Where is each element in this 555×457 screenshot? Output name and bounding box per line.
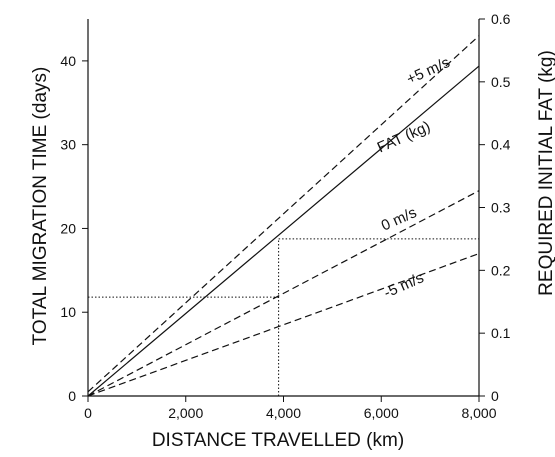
x-axis-ticks: 0 2,000 4,000 6,000 8,000 bbox=[84, 396, 497, 421]
x-tick-label: 0 bbox=[84, 405, 92, 421]
annotations: +5 m/s FAT (kg) 0 m/s -5 m/s bbox=[375, 54, 453, 302]
line-annotation: FAT (kg) bbox=[375, 118, 433, 156]
y2-axis-title: REQUIRED INITIAL FAT (kg) bbox=[536, 50, 555, 296]
series-line-fat-kg bbox=[87, 65, 480, 397]
series-line-5-m-s bbox=[87, 35, 480, 393]
y-tick-label: 20 bbox=[60, 220, 76, 236]
x-tick-label: 2,000 bbox=[168, 405, 203, 421]
y-tick-label: 30 bbox=[60, 137, 76, 153]
line-annotation: +5 m/s bbox=[404, 54, 452, 88]
y2-tick-label: 0.2 bbox=[491, 262, 511, 278]
x-axis-title: DISTANCE TRAVELLED (km) bbox=[152, 430, 404, 451]
y2-tick-label: 0.3 bbox=[491, 200, 511, 216]
y-axis-ticks: 0 10 20 30 40 bbox=[60, 53, 88, 404]
line-annotation: -5 m/s bbox=[381, 269, 426, 301]
x-tick-label: 4,000 bbox=[266, 405, 301, 421]
series-line-0-m-s bbox=[87, 190, 480, 397]
y-tick-label: 0 bbox=[68, 388, 76, 404]
y-tick-label: 10 bbox=[60, 304, 76, 320]
y2-tick-label: 0 bbox=[491, 388, 499, 404]
y-tick-label: 40 bbox=[60, 53, 76, 69]
line-annotation: 0 m/s bbox=[379, 204, 419, 234]
series-lines bbox=[87, 35, 480, 397]
y2-tick-label: 0.5 bbox=[491, 74, 511, 90]
x-tick-label: 6,000 bbox=[364, 405, 399, 421]
y2-tick-label: 0.4 bbox=[491, 137, 511, 153]
series-line-5-m-s bbox=[87, 253, 480, 397]
y-axis-title: TOTAL MIGRATION TIME (days) bbox=[30, 67, 51, 346]
y2-tick-label: 0.6 bbox=[491, 11, 511, 27]
y2-tick-label: 0.1 bbox=[491, 325, 511, 341]
y2-axis-ticks: 0 0.1 0.2 0.3 0.4 0.5 0.6 bbox=[479, 11, 511, 404]
x-tick-label: 8,000 bbox=[461, 405, 496, 421]
reference-lines bbox=[88, 238, 479, 396]
